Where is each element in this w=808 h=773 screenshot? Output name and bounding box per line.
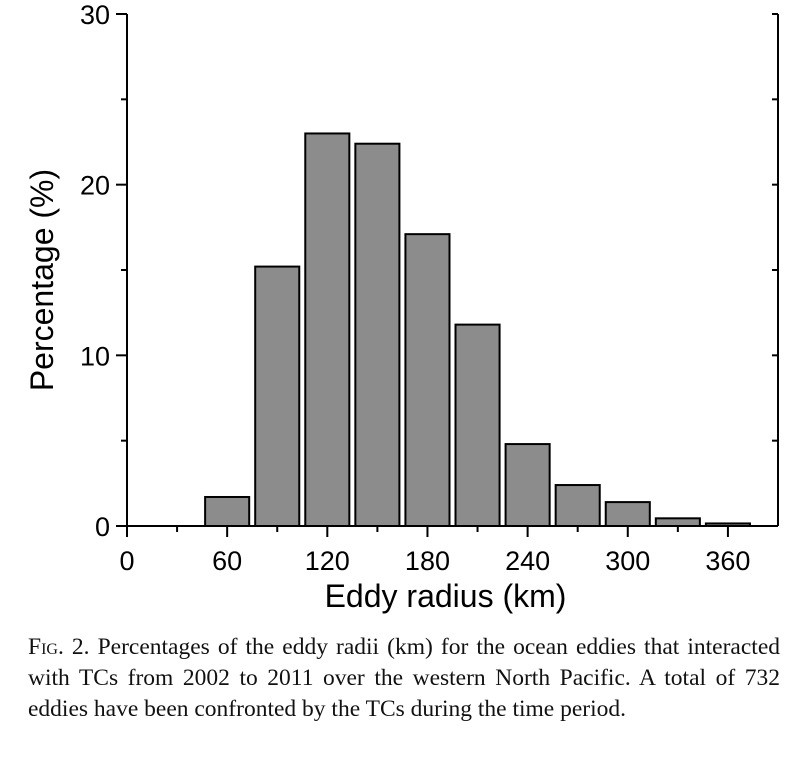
y-tick-label: 0 [95,512,110,542]
bar-90 [254,265,301,527]
bar-60 [204,495,251,527]
x-tick-label: 300 [605,546,650,576]
y-axis-title: Percentage (%) [24,169,60,391]
bar-150 [354,142,401,527]
y-tick-label: 30 [80,0,110,30]
x-tick-label: 120 [305,546,350,576]
bar-330 [654,517,701,528]
bar-120 [304,132,351,527]
y-tick-label: 20 [80,171,110,201]
x-tick-label: 0 [119,546,134,576]
x-tick-label: 60 [212,546,242,576]
x-tick-label: 360 [705,546,750,576]
bar-300 [604,501,651,527]
bar-270 [554,484,601,528]
bar-240 [504,443,551,527]
bars-layer [204,132,751,528]
caption-text: Percentages of the eddy radii (km) for t… [28,634,780,722]
x-tick-label: 240 [505,546,550,576]
bar-180 [404,233,451,527]
x-axis-title: Eddy radius (km) [325,578,567,614]
bar-210 [454,323,501,528]
figure-caption: Fig. 2. Percentages of the eddy radii (k… [28,632,780,725]
y-tick-label: 10 [80,341,110,371]
axes-layer [116,13,779,537]
figure-label: Fig. 2. [28,634,90,660]
x-tick-label: 180 [405,546,450,576]
